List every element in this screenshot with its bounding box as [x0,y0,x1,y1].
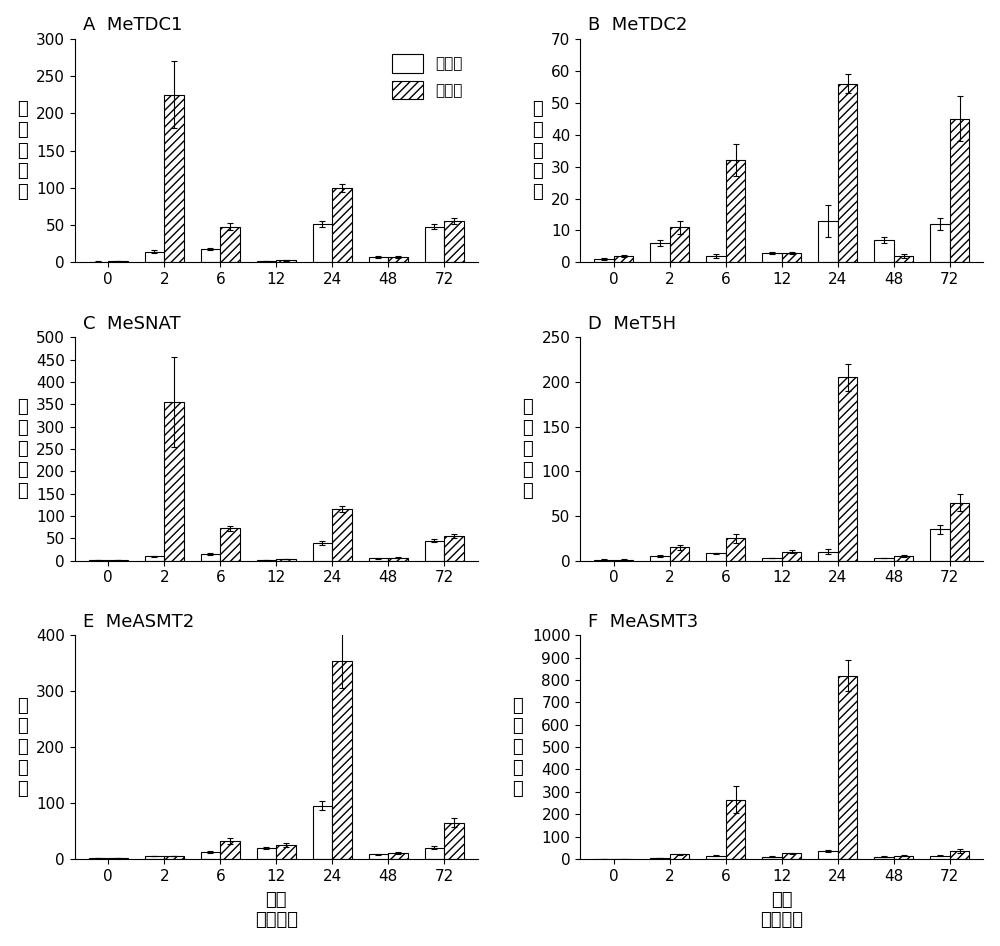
Bar [874,240,894,262]
Bar [313,543,332,561]
Bar [444,536,464,561]
Bar [425,227,444,262]
Text: A  MeTDC1: A MeTDC1 [83,16,182,34]
Bar [369,257,388,262]
Bar [201,554,220,561]
Bar [670,227,689,262]
Bar [614,256,633,262]
Bar [313,806,332,859]
X-axis label: 时间
（小时）: 时间 （小时） [760,890,803,929]
Bar [220,841,240,859]
Bar [726,538,745,561]
Bar [930,855,950,859]
Bar [950,119,969,262]
Bar [369,558,388,561]
Bar [782,253,801,262]
Bar [762,857,782,859]
Y-axis label: 相
对
表
达
量: 相 对 表 达 量 [17,696,27,797]
Bar [313,223,332,262]
Bar [782,552,801,561]
Y-axis label: 相
对
表
达
量: 相 对 表 达 量 [522,398,533,499]
Bar [332,660,352,859]
Bar [726,160,745,262]
Bar [145,252,164,262]
Bar [930,224,950,262]
Bar [444,823,464,859]
Bar [369,854,388,859]
Y-axis label: 相
对
表
达
量: 相 对 表 达 量 [532,100,542,201]
Bar [782,853,801,859]
Bar [164,402,184,561]
Bar [164,856,184,859]
Text: B  MeTDC2: B MeTDC2 [588,16,688,34]
Bar [650,858,670,859]
Bar [670,854,689,859]
Bar [332,509,352,561]
Bar [818,552,838,561]
Text: F  MeASMT3: F MeASMT3 [588,613,698,631]
Bar [257,261,276,262]
Bar [388,557,408,561]
Bar [276,845,296,859]
Bar [874,558,894,561]
Bar [220,529,240,561]
Bar [762,253,782,262]
X-axis label: 时间
（小时）: 时间 （小时） [255,890,298,929]
Bar [894,256,913,262]
Bar [650,243,670,262]
Bar [838,377,857,561]
Text: C  MeSNAT: C MeSNAT [83,315,180,333]
Bar [726,799,745,859]
Bar [201,852,220,859]
Bar [145,556,164,561]
Bar [425,848,444,859]
Bar [874,857,894,859]
Bar [818,221,838,262]
Bar [201,249,220,262]
Bar [276,260,296,262]
Bar [670,547,689,561]
Bar [145,856,164,859]
Bar [706,855,726,859]
Bar [894,855,913,859]
Bar [425,540,444,561]
Bar [164,95,184,262]
Y-axis label: 相
对
表
达
量: 相 对 表 达 量 [513,696,523,797]
Bar [818,851,838,859]
Bar [930,530,950,561]
Legend: 对照组, 处理组: 对照组, 处理组 [385,46,470,107]
Bar [108,261,128,262]
Bar [388,853,408,859]
Bar [838,675,857,859]
Text: E  MeASMT2: E MeASMT2 [83,613,194,631]
Bar [950,502,969,561]
Text: D  MeT5H: D MeT5H [588,315,676,333]
Bar [762,558,782,561]
Bar [276,559,296,561]
Bar [650,556,670,561]
Bar [220,227,240,262]
Bar [332,188,352,262]
Y-axis label: 相
对
表
达
量: 相 对 表 达 量 [17,100,27,201]
Bar [950,851,969,859]
Bar [706,553,726,561]
Bar [444,221,464,262]
Bar [257,848,276,859]
Y-axis label: 相
对
表
达
量: 相 对 表 达 量 [17,398,27,499]
Bar [838,83,857,262]
Bar [388,257,408,262]
Bar [894,556,913,561]
Bar [594,259,614,262]
Bar [706,256,726,262]
